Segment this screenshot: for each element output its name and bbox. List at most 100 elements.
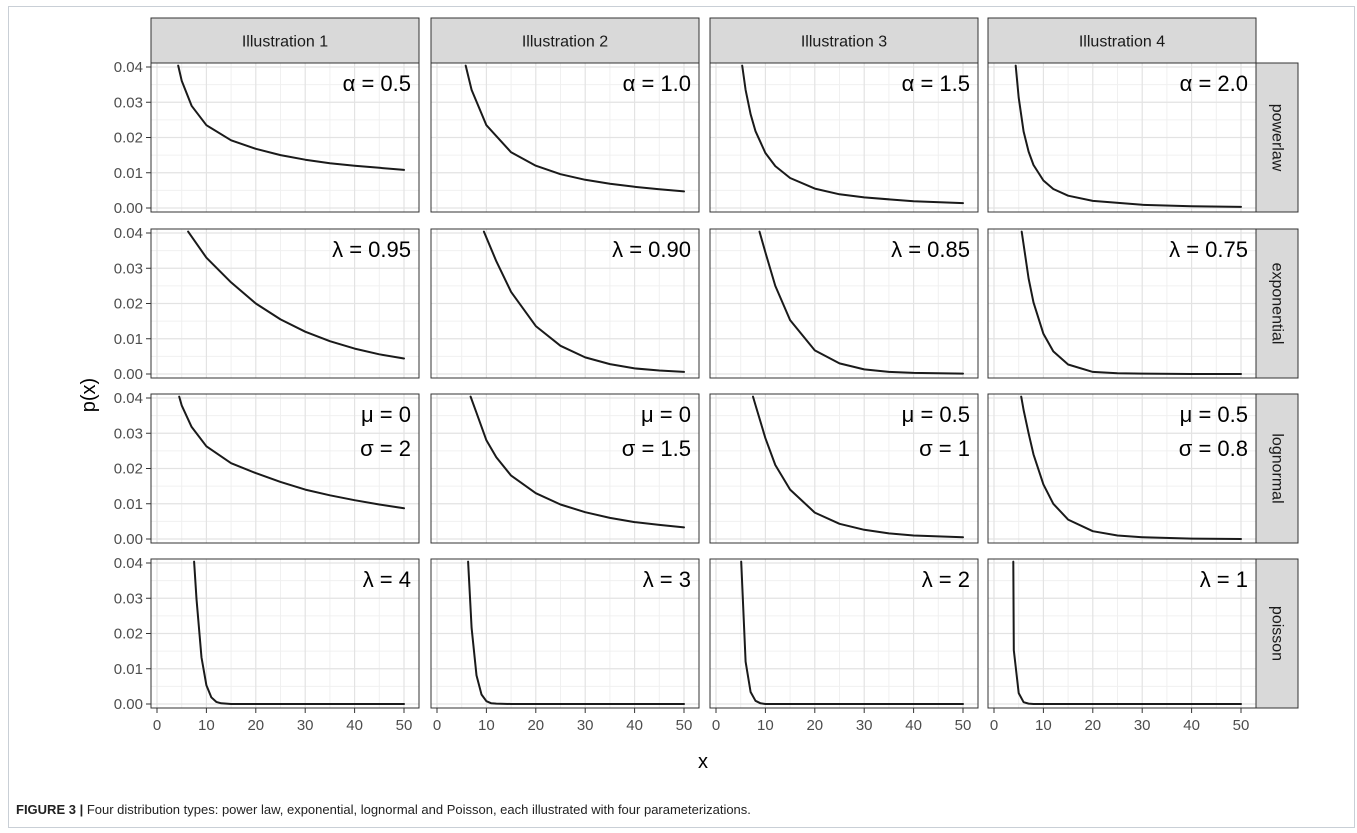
x-tick-label: 50 — [955, 717, 972, 734]
panel-border — [709, 558, 979, 709]
y-tick-label: 0.02 — [114, 461, 143, 478]
y-tick-label: 0.02 — [114, 296, 143, 313]
parameter-label: σ = 0.8 — [1179, 436, 1248, 461]
parameter-label: λ = 3 — [643, 567, 691, 592]
series-line — [741, 64, 964, 205]
parameter-label: μ = 0 — [641, 402, 691, 427]
y-tick-label: 0.01 — [114, 661, 143, 678]
parameter-label: λ = 2 — [922, 567, 970, 592]
parameter-label: α = 0.5 — [343, 71, 411, 96]
parameter-label: μ = 0.5 — [1180, 402, 1248, 427]
parameter-label: α = 2.0 — [1180, 71, 1248, 96]
series-line — [752, 395, 964, 539]
panel-border — [430, 228, 700, 379]
x-tick-label: 0 — [433, 717, 441, 734]
row-strip-label: powerlaw — [1269, 104, 1286, 172]
panel-border — [987, 393, 1257, 544]
series-line — [469, 395, 685, 529]
series-line — [1020, 395, 1242, 540]
panel-border — [709, 62, 979, 213]
x-tick-label: 30 — [856, 717, 873, 734]
y-tick-label: 0.01 — [114, 496, 143, 513]
series-line — [1012, 560, 1242, 705]
y-tick-label: 0.03 — [114, 260, 143, 277]
y-tick-label: 0.04 — [114, 59, 143, 76]
y-tick-label: 0.00 — [114, 200, 143, 217]
panel-border — [709, 393, 979, 544]
x-tick-label: 30 — [1134, 717, 1151, 734]
figure-frame — [8, 6, 1355, 828]
series-line — [1020, 230, 1242, 375]
y-axis-title: p(x) — [78, 378, 100, 412]
panel-border — [987, 62, 1257, 213]
x-tick-label: 10 — [757, 717, 774, 734]
series-line — [1014, 64, 1242, 208]
parameter-label: λ = 0.95 — [332, 237, 411, 262]
y-tick-label: 0.02 — [114, 626, 143, 643]
series-line — [740, 560, 964, 705]
y-tick-label: 0.03 — [114, 425, 143, 442]
series-line — [464, 64, 685, 193]
column-strip — [709, 17, 979, 64]
parameter-label: μ = 0 — [361, 402, 411, 427]
parameter-label: λ = 1 — [1200, 567, 1248, 592]
x-tick-label: 10 — [478, 717, 495, 734]
x-tick-label: 40 — [346, 717, 363, 734]
column-strip-label: Illustration 3 — [801, 34, 887, 51]
parameter-label: σ = 2 — [360, 436, 411, 461]
series-line — [758, 230, 964, 375]
x-tick-label: 30 — [577, 717, 594, 734]
y-tick-label: 0.04 — [114, 225, 143, 242]
column-strip — [430, 17, 700, 64]
x-tick-label: 20 — [806, 717, 823, 734]
x-tick-label: 10 — [198, 717, 215, 734]
column-strip-label: Illustration 1 — [242, 34, 328, 51]
column-strip-label: Illustration 2 — [522, 34, 608, 51]
series-line — [178, 395, 405, 510]
x-tick-label: 0 — [153, 717, 161, 734]
y-tick-label: 0.04 — [114, 390, 143, 407]
row-strip-label: poisson — [1269, 606, 1286, 661]
y-tick-label: 0.01 — [114, 331, 143, 348]
caption-text: Four distribution types: power law, expo… — [86, 802, 751, 817]
series-line — [187, 230, 405, 360]
caption-label: FIGURE 3 | — [16, 802, 84, 817]
x-tick-label: 10 — [1035, 717, 1052, 734]
column-strip — [987, 17, 1257, 64]
column-strip-label: Illustration 4 — [1079, 34, 1165, 51]
parameter-label: α = 1.5 — [902, 71, 970, 96]
parameter-label: λ = 4 — [363, 567, 411, 592]
parameter-label: σ = 1 — [919, 436, 970, 461]
x-tick-label: 30 — [297, 717, 314, 734]
parameter-label: λ = 0.85 — [891, 237, 970, 262]
y-tick-label: 0.00 — [114, 366, 143, 383]
x-tick-label: 0 — [990, 717, 998, 734]
series-line — [193, 560, 405, 705]
parameter-label: λ = 0.75 — [1169, 237, 1248, 262]
y-tick-label: 0.00 — [114, 531, 143, 548]
x-tick-label: 40 — [905, 717, 922, 734]
series-line — [482, 230, 685, 373]
series-line — [467, 560, 685, 705]
panel-border — [430, 558, 700, 709]
x-tick-label: 20 — [527, 717, 544, 734]
parameter-label: σ = 1.5 — [622, 436, 691, 461]
x-tick-label: 20 — [1084, 717, 1101, 734]
y-tick-label: 0.00 — [114, 696, 143, 713]
y-tick-label: 0.02 — [114, 130, 143, 147]
series-line — [177, 64, 405, 171]
panel-border — [987, 228, 1257, 379]
x-tick-label: 50 — [396, 717, 413, 734]
figure-caption: FIGURE 3 | Four distribution types: powe… — [16, 802, 1336, 817]
x-tick-label: 20 — [247, 717, 264, 734]
y-tick-label: 0.04 — [114, 555, 143, 572]
x-tick-label: 50 — [676, 717, 693, 734]
y-tick-label: 0.01 — [114, 165, 143, 182]
row-strip-label: exponential — [1269, 263, 1286, 345]
panel-border — [430, 62, 700, 213]
panel-border — [987, 558, 1257, 709]
x-tick-label: 50 — [1233, 717, 1250, 734]
row-strip-label: lognormal — [1269, 433, 1286, 503]
x-tick-label: 40 — [626, 717, 643, 734]
x-tick-label: 40 — [1183, 717, 1200, 734]
